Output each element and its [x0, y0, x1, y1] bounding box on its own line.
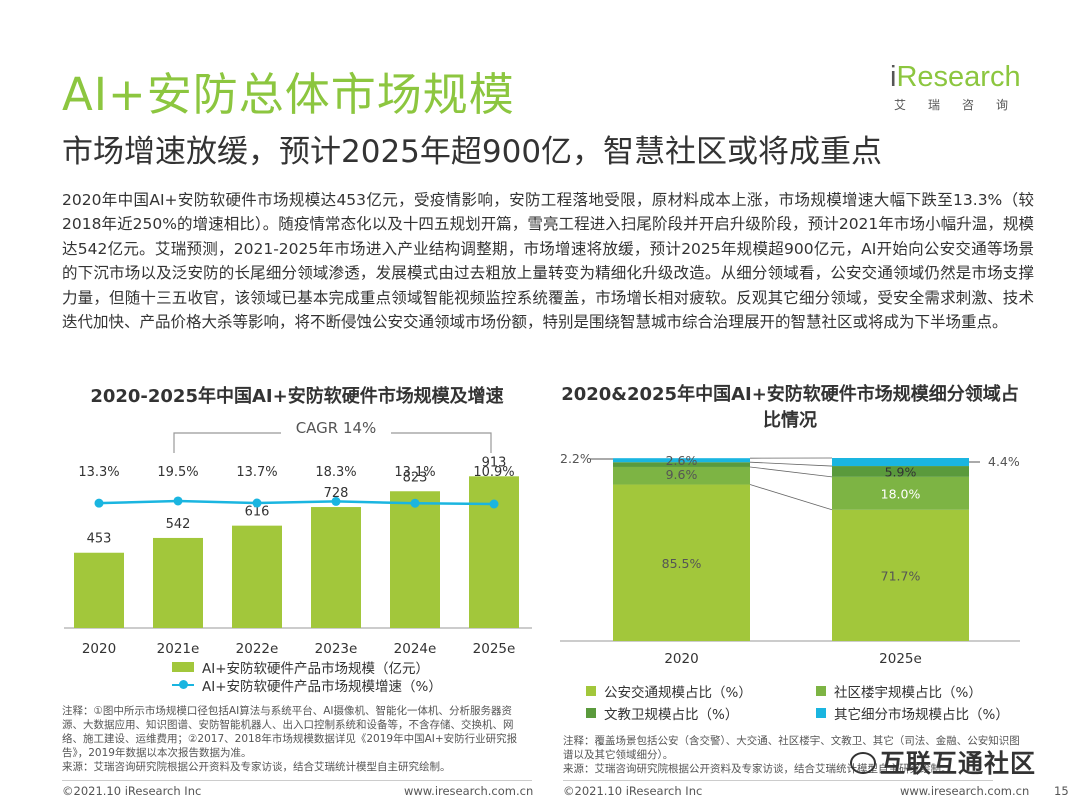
watermark: 互联互通社区 [850, 744, 1036, 780]
right-note: 注释：覆盖场景包括公安（含交警）、大交通、社区楼宇、文教卫、其它（司法、金融、公… [563, 734, 1023, 776]
right-chart: 2020 85.5% 9.6%2.6% 2.2% 2025e 71.7% 18.0% 5.9%… [560, 451, 1020, 667]
left-note-text: 注释：①图中所示市场规模口径包括AI算法与系统平台、AI摄像机、智能化一体机、分… [62, 705, 518, 759]
right-chart-title: 2020&2025年中国AI+安防软硬件市场规模细分领域占比情况 [561, 384, 1019, 431]
watermark-text: 互联互通社区 [880, 749, 1037, 778]
footer-copyright-left: ©2021.10 iResearch Inc [62, 784, 202, 798]
growth-point-2023e [331, 496, 341, 506]
legend-public-swatch [586, 686, 596, 696]
iresearch-logo: iResearch 艾瑞咨询 [890, 62, 1030, 113]
label-2020-0: 85.5% [662, 556, 702, 571]
growth-point-2021e [173, 496, 183, 506]
bar-label-2023e: 728 [324, 486, 349, 501]
x-tick-2022e: 2022e [236, 641, 279, 657]
legend-public-label: 公安交通规模占比（%） [604, 685, 752, 701]
x-tick-2020: 2020 [664, 651, 698, 667]
rate-label-2023e: 18.3% [315, 465, 356, 480]
left-chart-title: 2020-2025年中国AI+安防软硬件市场规模及增速 [90, 386, 504, 407]
x-tick-2025e: 2025e [879, 651, 922, 667]
footer-divider-left [62, 780, 532, 781]
bar-label-2024e: 823 [403, 470, 428, 485]
logo-i: i [890, 61, 897, 93]
bar-2023e [311, 507, 361, 628]
rate-label-2024e: 13.1% [394, 465, 435, 480]
bar-label-2025e: 913 [482, 455, 507, 470]
page-number: 15 [1054, 784, 1069, 798]
label-2025e-1: 18.0% [881, 486, 921, 501]
legend-other-swatch [816, 708, 826, 718]
segment-2025e-3 [832, 458, 969, 467]
bar-label-2020: 453 [87, 532, 112, 547]
bar-2021e [153, 537, 203, 628]
left-chart: CAGR 14% 453 2020 13.3% 542 2021e 19.5% 616 202… [64, 416, 532, 657]
label-2020-3: 2.2% [560, 451, 592, 466]
growth-point-2025e [489, 499, 499, 509]
connector-1 [749, 466, 833, 478]
segment-2020-1 [613, 466, 750, 485]
rate-label-2025e: 10.9% [473, 465, 514, 480]
segment-2025e-0 [832, 509, 969, 641]
label-2020-2: 2.6% [666, 453, 698, 468]
footer-divider-right [563, 780, 993, 781]
x-tick-2020: 2020 [82, 641, 116, 657]
label-2025e-3: 4.4% [988, 454, 1020, 469]
rate-label-2021e: 19.5% [157, 465, 198, 480]
growth-point-2020 [94, 498, 104, 508]
label-2020-1: 9.6% [666, 467, 698, 482]
legend-community-label: 社区楼宇规模占比（%） [834, 685, 982, 701]
label-2025e-2: 5.9% [885, 464, 917, 479]
legend-line-label: AI+安防软硬件产品市场规模增速（%） [202, 679, 442, 695]
segment-2020-2 [613, 462, 750, 467]
x-tick-2025e: 2025e [473, 641, 516, 657]
bar-label-2021e: 542 [166, 517, 191, 532]
left-note: 注释：①图中所示市场规模口径包括AI算法与系统平台、AI摄像机、智能化一体机、分… [62, 704, 532, 774]
segment-2020-0 [613, 484, 750, 641]
wechat-icon [850, 752, 876, 774]
growth-line [98, 499, 495, 506]
connector-0 [749, 484, 833, 511]
cagr-label: CAGR 14% [296, 419, 377, 437]
x-tick-2021e: 2021e [157, 641, 200, 657]
legend-bar-swatch [172, 662, 194, 672]
left-legend: AI+安防软硬件产品市场规模（亿元） AI+安防软硬件产品市场规模增速（%） [172, 658, 442, 695]
legend-bar-label: AI+安防软硬件产品市场规模（亿元） [202, 661, 430, 677]
cagr-label-bg [281, 416, 391, 442]
connector-2 [749, 461, 833, 467]
page-title: AI+安防总体市场规模 [62, 68, 515, 121]
bar-label-2022e: 616 [245, 505, 270, 520]
right-legend: 公安交通规模占比（%） 社区楼宇规模占比（%） 文教卫规模占比（%） 其它细分市… [586, 680, 1026, 724]
footer-url-right: www.iresearch.com.cn [900, 784, 1030, 798]
legend-community-swatch [816, 686, 826, 696]
segment-2025e-2 [832, 466, 969, 477]
legend-education-label: 文教卫规模占比（%） [604, 707, 739, 723]
page-subtitle: 市场增速放缓，预计2025年超900亿，智慧社区或将成重点 [62, 134, 883, 170]
growth-point-2024e [410, 498, 420, 508]
logo-text: Research [896, 61, 1021, 93]
rate-label-2020: 13.3% [78, 465, 119, 480]
legend-line-swatch [172, 680, 194, 689]
logo-subtext: 艾瑞咨询 [894, 98, 1031, 112]
segment-2020-3 [613, 458, 750, 463]
footer-copyright-right: ©2021.10 iResearch Inc [563, 784, 703, 798]
label-2025e-0: 71.7% [881, 568, 921, 583]
x-tick-2024e: 2024e [394, 641, 437, 657]
body-paragraph: 2020年中国AI+安防软硬件市场规模达453亿元，受疫情影响，安防工程落地受限… [62, 191, 1034, 332]
bar-2025e [469, 476, 519, 628]
footer-url-left: www.iresearch.com.cn [404, 784, 534, 798]
segment-2025e-1 [832, 476, 969, 510]
x-tick-2023e: 2023e [315, 641, 358, 657]
bar-2022e [232, 525, 282, 628]
rate-label-2022e: 13.7% [236, 465, 277, 480]
bar-2020 [74, 552, 124, 628]
legend-other-label: 其它细分市场规模占比（%） [834, 707, 1009, 723]
bar-2024e [390, 491, 440, 628]
legend-education-swatch [586, 708, 596, 718]
left-note-source: 来源：艾瑞咨询研究院根据公开资料及专家访谈，结合艾瑞统计模型自主研究绘制。 [62, 761, 451, 773]
growth-point-2022e [252, 498, 262, 508]
right-note-text: 注释：覆盖场景包括公安（含交警）、大交通、社区楼宇、文教卫、其它（司法、金融、公… [563, 735, 1020, 761]
